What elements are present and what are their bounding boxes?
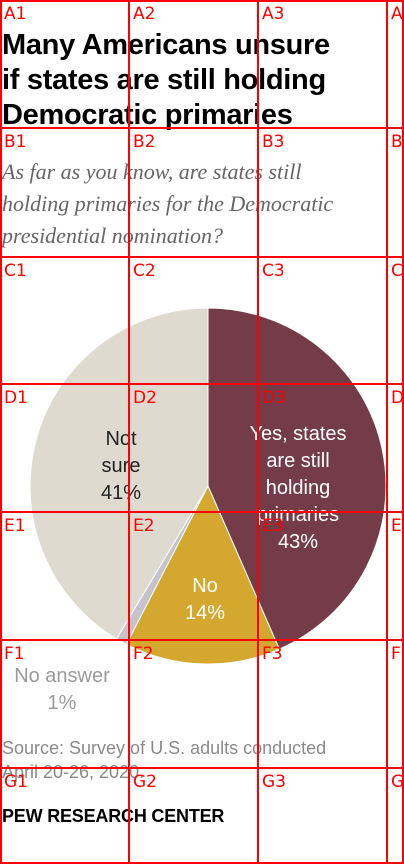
slice-label: Not sure 41% — [101, 428, 141, 504]
source-note: Source: Survey of U.S. adults conducted … — [2, 736, 402, 784]
slice-name-label: are still — [266, 450, 329, 472]
slice-value-label: 14% — [185, 602, 225, 624]
slice-name-label: No — [192, 575, 218, 597]
slice-value-label: 1% — [48, 692, 77, 710]
grid-cell-label: B — [391, 132, 403, 152]
slice-name-label: holding — [266, 477, 331, 499]
slice-label: No answer 1% — [14, 665, 110, 710]
chart-title: Many Americans unsure if states are stil… — [2, 28, 402, 133]
pie-chart: Yes, states are still holding primaries 43% N… — [14, 307, 387, 710]
grid-cell-label: A3 — [262, 4, 284, 24]
slice-value-label: 41% — [101, 482, 141, 504]
title-line: Many Americans unsure — [2, 29, 330, 61]
grid-cell-label: C1 — [4, 261, 27, 281]
slice-name-label: Not — [105, 428, 137, 450]
grid-cell-label: A2 — [133, 4, 155, 24]
source-line: Source: Survey of U.S. adults conducted — [2, 738, 327, 758]
slice-name-label: No answer — [14, 665, 110, 687]
slice-name-label: Yes, states — [249, 423, 346, 445]
slice-value-label: 43% — [278, 531, 318, 553]
title-line: if states are still holding — [2, 64, 326, 96]
chart-subtitle: As far as you know, are states still hol… — [2, 156, 404, 252]
grid-cell-label: C3 — [262, 261, 285, 281]
grid-cell-label: B1 — [4, 132, 26, 152]
source-line: April 20-26, 2020. — [2, 762, 145, 782]
slice-name-label: primaries — [257, 504, 339, 526]
grid-cell-label: A1 — [4, 4, 26, 24]
grid-cell-label: B3 — [262, 132, 284, 152]
brand-logo: PEW RESEARCH CENTER — [2, 806, 225, 826]
subtitle-line: holding primaries for the Democratic — [2, 191, 334, 216]
grid-cell-label: C2 — [133, 261, 156, 281]
grid-cell-label: C — [391, 261, 403, 281]
subtitle-line: presidential nomination? — [2, 223, 224, 248]
grid-cell-label: B2 — [133, 132, 155, 152]
slice-name-label: sure — [102, 455, 141, 477]
title-line: Democratic primaries — [2, 99, 293, 131]
subtitle-line: As far as you know, are states still — [2, 159, 302, 184]
grid-cell-label: A — [391, 4, 403, 24]
